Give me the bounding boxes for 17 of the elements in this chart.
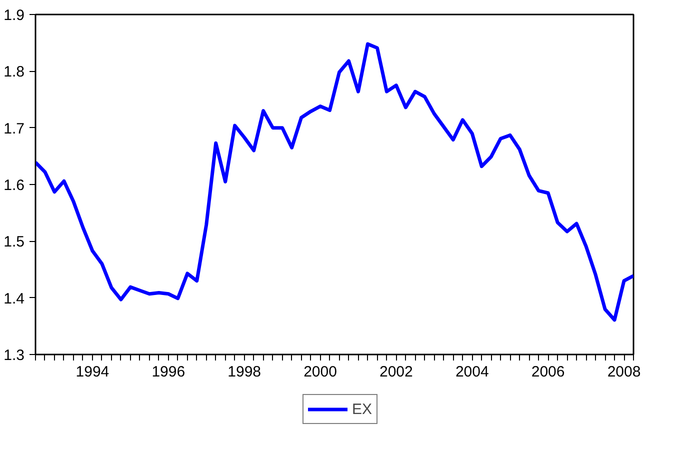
x-tick-label: 2002 [380, 364, 413, 380]
y-tick-label: 1.7 [4, 120, 25, 138]
y-tick-label: 1.5 [4, 234, 25, 251]
x-tick-label: 2004 [455, 364, 489, 380]
y-tick-label: 1.4 [4, 290, 25, 308]
x-tick-label: 2000 [304, 364, 337, 380]
x-tick-label: 1998 [228, 364, 262, 380]
x-tick-label: 1996 [152, 364, 186, 380]
x-tick-label: 2008 [607, 364, 641, 380]
line-series [36, 42, 634, 322]
y-tick-label: 1.9 [4, 7, 25, 24]
y-tick-label: 1.8 [4, 64, 25, 81]
y-tick-label: 1.6 [4, 177, 25, 194]
x-tick-label: 1994 [76, 364, 110, 380]
y-tick-label: 1.3 [4, 347, 25, 364]
x-tick-label: 2006 [531, 364, 565, 380]
legend-label: EX [352, 400, 372, 418]
